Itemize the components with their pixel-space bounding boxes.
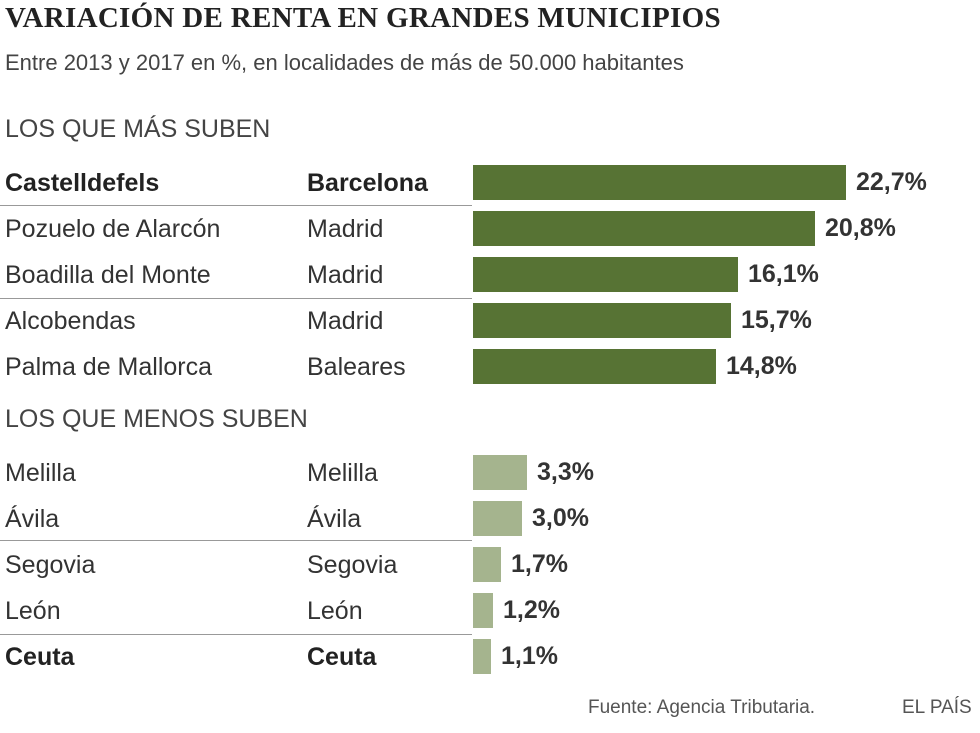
bar-mark	[473, 303, 731, 338]
bar-mark	[473, 455, 527, 490]
chart-subtitle: Entre 2013 y 2017 en %, en localidades d…	[5, 50, 684, 75]
provincia-label: Ávila	[307, 505, 362, 533]
bar-mark	[473, 211, 815, 246]
value-label: 14,8%	[726, 352, 797, 380]
value-label: 3,0%	[532, 504, 589, 532]
value-label: 22,7%	[856, 168, 927, 196]
value-label: 1,2%	[503, 596, 560, 624]
provincia-label: Ceuta	[307, 643, 377, 671]
provincia-label: León	[307, 597, 363, 625]
municipio-label: Ávila	[5, 505, 60, 533]
table-row: Palma de Mallorca Baleares 14,8%	[0, 347, 980, 393]
value-label: 15,7%	[741, 306, 812, 334]
table-row: Boadilla del Monte Madrid 16,1%	[0, 255, 980, 301]
table-row: Castelldefels Barcelona 22,7%	[0, 163, 980, 209]
provincia-label: Segovia	[307, 551, 398, 579]
municipio-label: Boadilla del Monte	[5, 261, 211, 289]
municipio-label: Melilla	[5, 459, 76, 487]
bar-mark	[473, 547, 501, 582]
bar-mark	[473, 257, 738, 292]
table-row: Pozuelo de Alarcón Madrid 20,8%	[0, 209, 980, 255]
value-label: 16,1%	[748, 260, 819, 288]
row-divider	[0, 298, 472, 299]
table-row: Alcobendas Madrid 15,7%	[0, 301, 980, 347]
table-row: Segovia Segovia 1,7%	[0, 545, 980, 591]
chart-title: VARIACIÓN DE RENTA EN GRANDES MUNICIPIOS	[5, 2, 721, 34]
provincia-label: Baleares	[307, 353, 406, 381]
provincia-label: Madrid	[307, 261, 384, 289]
table-row: Melilla Melilla 3,3%	[0, 453, 980, 499]
provincia-label: Madrid	[307, 307, 384, 335]
bar-mark	[473, 349, 716, 384]
source-note: Fuente: Agencia Tributaria.	[588, 697, 816, 718]
municipio-label: Palma de Mallorca	[5, 353, 213, 381]
row-divider	[0, 205, 472, 206]
municipio-label: Ceuta	[5, 643, 75, 671]
row-divider	[0, 634, 472, 635]
bar-mark	[473, 501, 522, 536]
municipio-label: León	[5, 597, 61, 625]
municipio-label: Castelldefels	[5, 169, 160, 197]
municipio-label: Alcobendas	[5, 307, 136, 335]
section-heading: LOS QUE MENOS SUBEN	[5, 405, 308, 433]
municipio-label: Pozuelo de Alarcón	[5, 215, 221, 243]
provincia-label: Madrid	[307, 215, 384, 243]
value-label: 1,1%	[501, 642, 558, 670]
value-label: 1,7%	[511, 550, 568, 578]
municipio-label: Segovia	[5, 551, 96, 579]
table-row: León León 1,2%	[0, 591, 980, 637]
section-heading: LOS QUE MÁS SUBEN	[5, 115, 271, 143]
brand-credit: EL PAÍS	[902, 697, 972, 718]
bar-mark	[473, 593, 493, 628]
table-row: Ávila Ávila 3,0%	[0, 499, 980, 545]
row-divider	[0, 540, 472, 541]
value-label: 20,8%	[825, 214, 896, 242]
provincia-label: Melilla	[307, 459, 378, 487]
provincia-label: Barcelona	[307, 169, 428, 197]
bar-mark	[473, 165, 846, 200]
value-label: 3,3%	[537, 458, 594, 486]
table-row: Ceuta Ceuta 1,1%	[0, 637, 980, 683]
bar-mark	[473, 639, 491, 674]
